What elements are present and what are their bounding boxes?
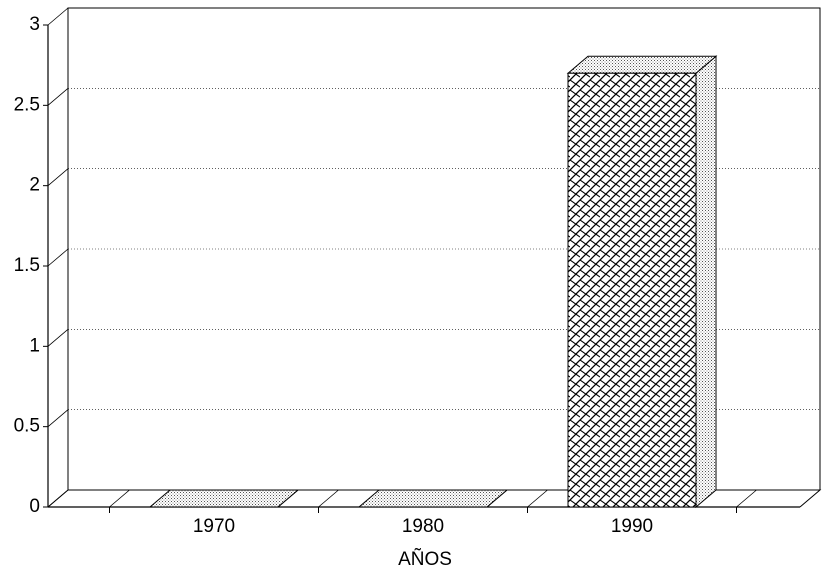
x-tick-label: 1990 [611,516,653,537]
wall-tick [47,7,69,26]
floor-divider [318,489,339,508]
y-tick-label: 1.5 [14,255,40,276]
y-tick-label: 1 [29,335,40,356]
wall-tick [47,88,69,106]
wall-tick [47,168,69,186]
bar-top [148,489,300,508]
y-tick-label: 2.5 [14,94,40,115]
y-tick-label: 0 [29,496,40,517]
floor-divider [527,489,548,508]
wall-tick [47,409,69,427]
x-tick-label: 1980 [402,516,444,537]
bar [357,489,509,508]
bar-top [357,489,509,508]
bar [148,489,300,508]
wall-tick [47,489,69,508]
x-axis-label: AÑOS [398,548,452,570]
bar-front [567,72,697,508]
bar [566,55,718,509]
wall-tick [47,329,69,347]
y-tick-label: 2 [29,175,40,196]
bar-side [695,55,717,509]
wall-tick [47,248,69,267]
y-tick-label: 0.5 [14,416,40,437]
bar-top [566,55,718,74]
floor-divider [109,489,130,508]
x-tick-label: 1970 [193,516,235,537]
floor-divider [736,489,757,508]
y-tick-label: 3 [29,14,40,35]
